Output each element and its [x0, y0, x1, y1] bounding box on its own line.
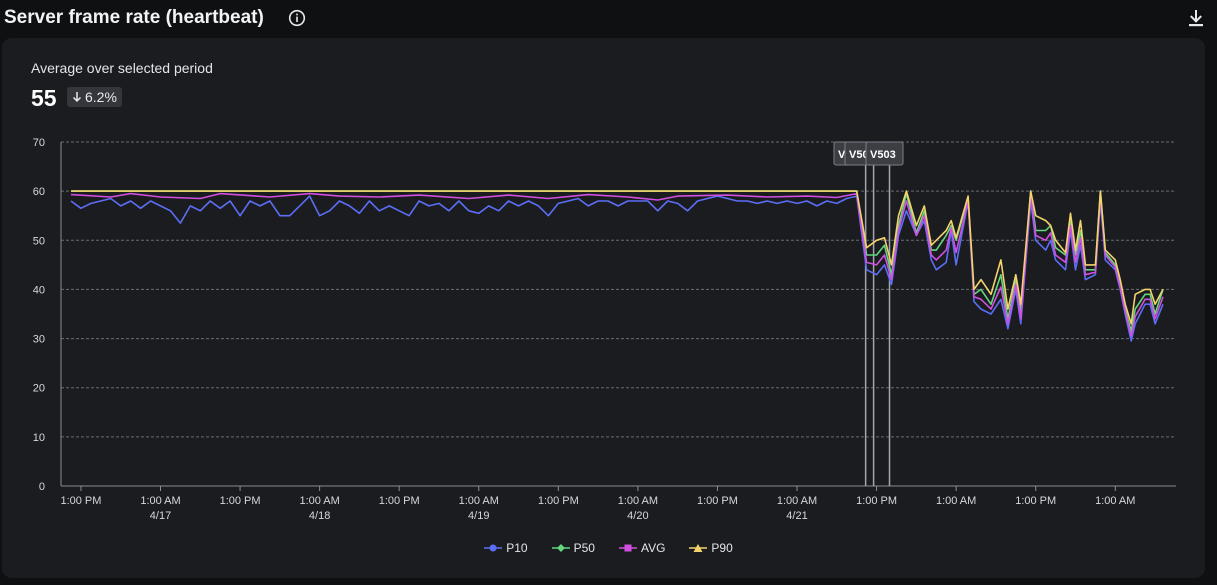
x-tick-label: 1:00 AM [1095, 495, 1135, 507]
x-tick-label: 1:00 PM [856, 495, 897, 507]
panel-title: Server frame rate (heartbeat) [4, 7, 264, 28]
x-tick-label: 1:00 AM [618, 495, 658, 507]
legend-label: P50 [573, 541, 595, 555]
summary-value: 55 [31, 85, 57, 111]
chart-legend: P10 P50 AVG P90 [0, 539, 1217, 557]
version-marker-label-box [865, 141, 904, 166]
arrow-down-icon [72, 92, 82, 103]
x-tick-label: 1:00 AM [777, 495, 817, 507]
version-marker-label: V503 [870, 149, 896, 161]
x-tick-label: 1:00 AM [140, 495, 180, 507]
y-tick-label: 20 [33, 383, 45, 395]
legend-item-p10[interactable]: P10 [484, 539, 528, 557]
panel-header: Server frame rate (heartbeat) [0, 0, 1217, 38]
y-tick-label: 10 [33, 432, 45, 444]
version-marker-label: V50 [849, 149, 869, 161]
x-tick-label: 1:00 PM [220, 495, 261, 507]
x-tick-label: 1:00 AM [936, 495, 976, 507]
legend-item-p90[interactable]: P90 [689, 539, 733, 557]
y-tick-label: 0 [39, 481, 45, 493]
summary-label: Average over selected period [31, 60, 213, 76]
version-marker-label: V [838, 149, 846, 161]
x-tick-label: 1:00 PM [538, 495, 579, 507]
legend-marker-icon [551, 544, 570, 552]
x-tick-sublabel: 4/20 [627, 510, 648, 522]
x-tick-sublabel: 4/19 [468, 510, 489, 522]
series-line-p50 [71, 190, 1164, 332]
legend-marker-icon [484, 544, 503, 552]
delta-badge: 6.2% [67, 87, 122, 107]
y-tick-label: 40 [33, 284, 45, 296]
legend-marker-icon [689, 544, 708, 552]
x-tick-label: 1:00 PM [60, 495, 101, 507]
download-icon[interactable] [1186, 9, 1206, 29]
legend-marker-icon [618, 544, 637, 552]
x-tick-sublabel: 4/21 [786, 510, 807, 522]
y-tick-label: 50 [33, 235, 45, 247]
legend-label: AVG [640, 541, 666, 555]
legend-label: P10 [506, 541, 528, 555]
series-line-p90 [71, 190, 1164, 325]
x-tick-sublabel: 4/18 [309, 510, 330, 522]
legend-label: P90 [711, 541, 733, 555]
x-tick-label: 1:00 PM [697, 495, 738, 507]
y-tick-label: 30 [33, 334, 45, 346]
x-tick-label: 1:00 AM [299, 495, 339, 507]
x-tick-label: 1:00 PM [379, 495, 420, 507]
legend-item-p50[interactable]: P50 [551, 539, 595, 557]
info-icon[interactable] [288, 9, 306, 27]
x-tick-label: 1:00 PM [1015, 495, 1056, 507]
y-tick-label: 60 [33, 186, 45, 198]
legend-item-avg[interactable]: AVG [618, 539, 666, 557]
delta-value: 6.2% [85, 89, 117, 105]
y-tick-label: 70 [33, 137, 45, 149]
x-tick-label: 1:00 AM [459, 495, 499, 507]
x-tick-sublabel: 4/17 [150, 510, 171, 522]
